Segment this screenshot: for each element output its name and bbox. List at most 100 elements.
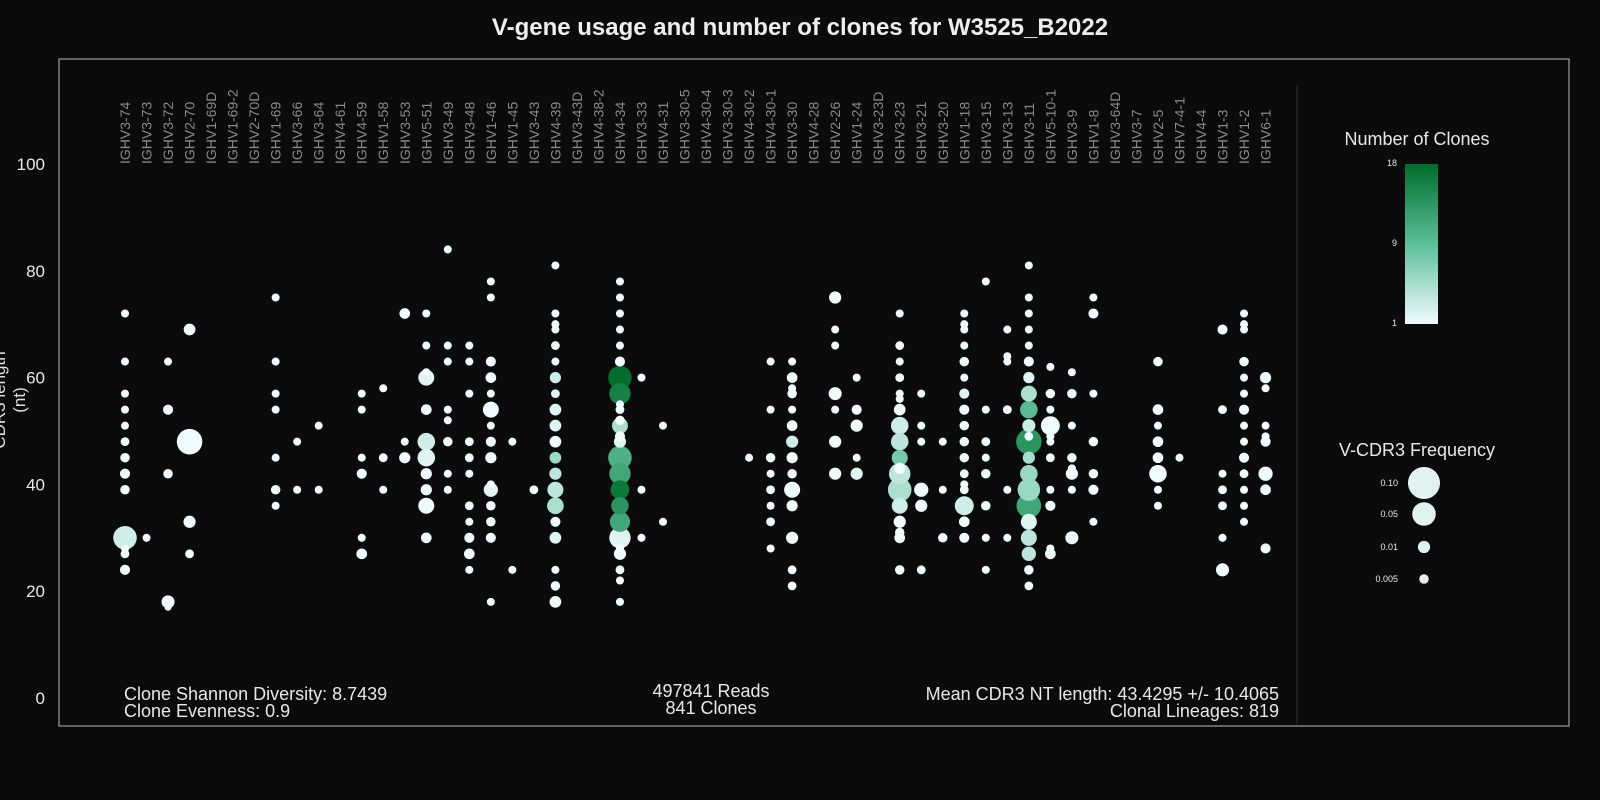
clone-point [1020,385,1037,402]
gene-label: IGHV4-28 [806,102,822,164]
clone-point [1215,563,1230,577]
clone-point [443,245,452,254]
clone-point [1153,356,1163,367]
clone-point [960,373,969,382]
clone-point [417,448,436,467]
clone-point [549,435,562,448]
clone-point [1260,484,1271,496]
clone-point [1023,356,1034,367]
clone-point [1065,531,1079,545]
clone-point [1002,405,1012,415]
clone-point [418,497,435,514]
size-legend-label: 0.01 [1380,542,1398,552]
clone-point [959,388,970,399]
clone-point [894,462,906,474]
clone-point [1240,517,1249,526]
clone-point [1175,453,1184,462]
gene-label: IGHV3-23D [870,92,886,164]
clone-point [1088,436,1099,447]
evenness-stat: Clone Evenness: 0.9 [124,701,291,721]
clone-point [164,357,173,366]
clone-point [917,389,926,398]
clone-point [443,469,452,478]
clone-point [1024,341,1033,350]
clone-point [766,469,775,478]
color-legend-bar [1405,164,1438,324]
gene-label: IGHV3-21 [913,102,929,164]
clone-point [119,564,131,575]
clone-point [981,468,991,479]
clone-point [547,481,564,498]
clone-point [915,499,928,512]
clone-point [959,436,970,447]
clone-point [609,463,631,485]
clone-point [958,516,970,528]
clone-point [464,501,474,511]
clone-point [508,565,517,574]
clone-point [1153,421,1162,430]
clone-point [293,485,302,494]
clone-point [1020,400,1038,419]
clone-point [464,453,474,463]
clone-point [271,389,280,398]
clone-point [895,341,905,350]
clone-point [485,532,496,543]
clone-point [120,544,130,553]
clone-point [1046,437,1055,446]
clone-point [357,389,366,398]
clone-point [829,291,842,304]
gene-label: IGHV3-9 [1064,109,1080,164]
clone-point [1024,293,1033,302]
clone-point [549,451,562,464]
clone-point [1240,309,1249,318]
clone-point [1040,416,1060,436]
clone-point [1218,501,1227,511]
clone-point [1045,388,1056,399]
clone-point [271,405,280,414]
clone-point [176,428,203,455]
gene-label: IGHV3-15 [978,102,994,164]
y-tick-label: 0 [36,689,45,708]
clone-point [486,480,495,489]
clone-point [981,405,990,414]
clone-point [486,597,495,606]
clone-point [828,387,842,401]
clone-point [1153,485,1162,494]
clone-point [1024,431,1034,441]
clone-point [1024,309,1033,318]
color-legend-max: 18 [1387,158,1397,168]
clone-point [271,501,280,510]
clone-point [549,371,562,384]
size-legend-label: 0.05 [1380,509,1398,519]
clone-point [420,468,432,480]
gene-label: IGHV3-20 [935,102,951,164]
gene-labels: IGHV3-74 IGHV3-73 IGHV3-72 IGHV2-70 IGHV1-69… [117,89,1274,164]
clone-point [1046,544,1055,553]
clone-point [1240,421,1249,430]
clone-point [852,453,861,462]
clone-point [787,581,797,591]
clone-point [852,373,861,382]
clone-point [417,432,436,451]
y-tick-label: 60 [26,369,45,388]
clone-point [1240,325,1249,334]
clone-point [1003,325,1012,334]
clone-point [959,420,970,431]
gene-label: IGHV3-49 [440,102,456,164]
clone-point [895,357,904,366]
clone-point [658,421,668,430]
clone-point [163,468,173,479]
gene-label: IGHV4-30-4 [698,89,714,164]
clone-point [766,544,775,553]
clone-point [615,341,624,350]
gene-label: IGHV4-4 [1193,109,1209,164]
gene-label: IGHV3-66 [289,102,305,164]
clone-point [850,419,863,432]
clone-point [485,436,496,447]
clones-stat: 841 Clones [665,698,757,718]
gene-label: IGHV5-51 [418,102,434,164]
clone-point [1088,468,1099,479]
clone-point [960,341,969,350]
clone-point [120,421,130,430]
clone-point [1067,485,1076,494]
